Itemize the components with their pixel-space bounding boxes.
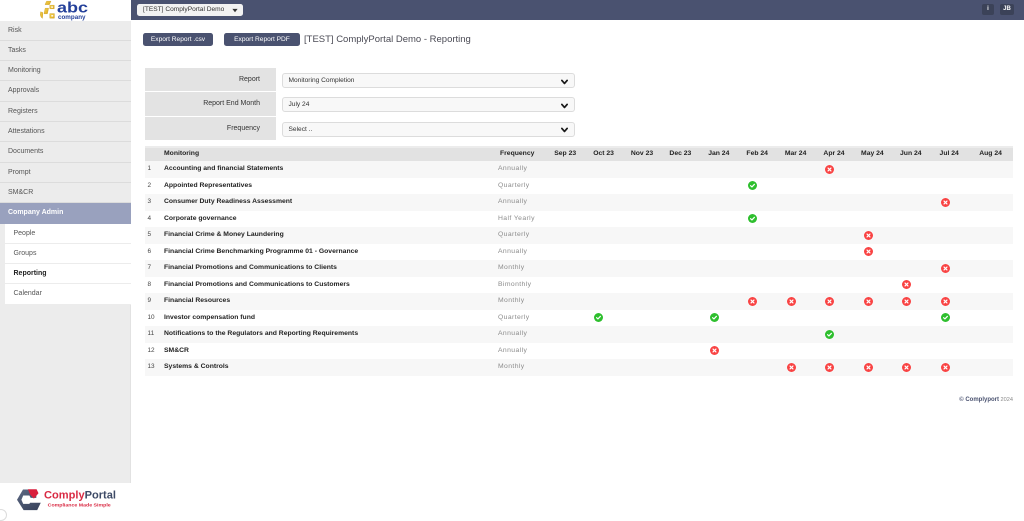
- svg-text:ComplyPortal: ComplyPortal: [44, 489, 116, 501]
- svg-text:abc: abc: [57, 0, 88, 17]
- svg-text:Compliance Made Simple: Compliance Made Simple: [47, 503, 111, 508]
- svg-text:company: company: [58, 15, 86, 21]
